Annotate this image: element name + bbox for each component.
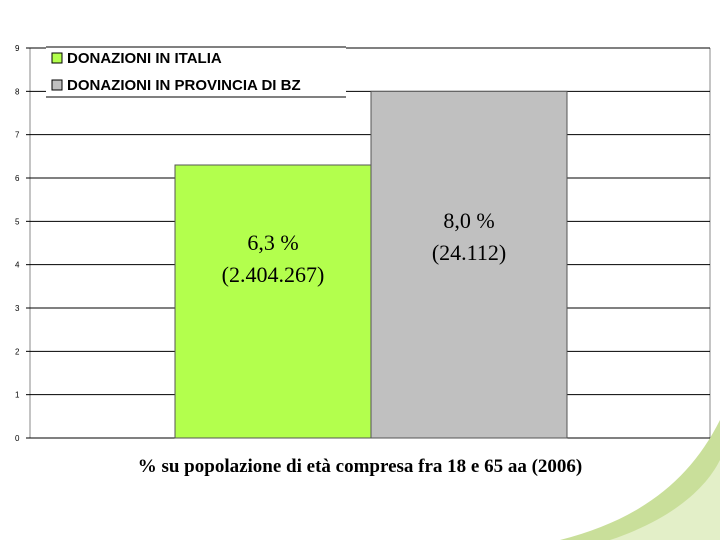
bar-bz-data-label-2: (24.112) [432,240,506,265]
legend-swatch-italia [51,52,63,64]
bar-bz [370,90,568,439]
bars [174,90,568,439]
legend-swatch-bz [51,79,63,91]
decorative-swoosh-light [610,460,720,540]
y-tick-label: 3 [15,304,20,313]
y-tick-label: 0 [15,434,20,443]
bar-bz-data-label-1: 8,0 % [443,208,494,233]
bar-italia-data-label-2: (2.404.267) [222,262,325,287]
bar-italia-data-label-1: 6,3 % [247,230,298,255]
y-tick-label: 1 [15,391,20,400]
legend: DONAZIONI IN ITALIA DONAZIONI IN PROVINC… [46,46,346,98]
y-tick-label: 5 [15,217,20,226]
y-tick-label: 4 [15,261,20,270]
x-axis-label: % su popolazione di età compresa fra 18 … [137,456,583,477]
bar-italia [174,164,372,439]
legend-label-italia: DONAZIONI IN ITALIA [67,50,222,67]
y-tick-label: 9 [15,44,20,53]
y-tick-label: 8 [15,87,20,96]
y-tick-label: 6 [15,174,20,183]
y-tick-labels: 0 1 2 3 4 5 6 7 8 9 [15,44,20,443]
bar-labels: 6,3 % (2.404.267) 8,0 % (24.112) [222,208,507,287]
legend-label-bz: DONAZIONI IN PROVINCIA DI BZ [67,77,301,94]
y-tick-label: 2 [15,347,20,356]
legend-background [46,47,346,97]
y-tick-label: 7 [15,131,20,140]
